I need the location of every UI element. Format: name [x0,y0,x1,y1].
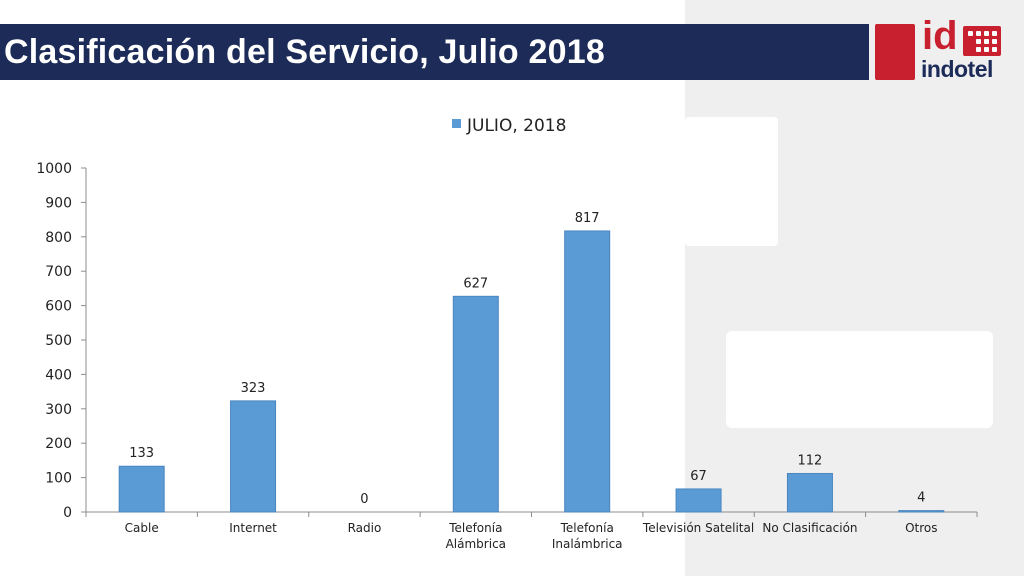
bar [564,230,611,513]
y-tick-label: 300 [45,402,72,418]
x-category-label: Cable [125,521,159,535]
legend-label: JULIO, 2018 [466,116,566,136]
data-label: 67 [690,469,707,484]
y-tick-label: 800 [45,230,72,246]
data-label: 323 [241,381,266,396]
logo-mark: id [922,14,958,58]
y-tick-label: 0 [63,505,72,521]
x-category-label: No Clasificación [762,521,857,535]
background-panel [685,0,1024,576]
x-category-label: Otros [905,521,937,535]
bar [118,465,165,513]
y-tick-label: 600 [45,299,72,315]
x-category-label: Internet [229,521,277,535]
bar [786,472,833,513]
x-category-label: Alámbrica [446,537,506,551]
y-tick-label: 200 [45,436,72,452]
x-category-label: Inalámbrica [552,537,623,551]
y-tick-label: 500 [45,333,72,349]
bar [675,488,722,513]
logo-text: indotel [921,56,993,82]
data-label: 0 [360,492,368,507]
logo-keypad-icon [963,26,1001,56]
data-label: 133 [129,446,154,461]
y-tick-label: 900 [45,195,72,211]
bar [898,510,945,513]
data-label: 4 [917,491,925,506]
data-label: 817 [575,211,600,226]
y-tick-label: 100 [45,471,72,487]
y-tick-label: 400 [45,367,72,383]
logo-red-block [875,24,915,80]
background-card [685,117,778,246]
x-category-label: Telefonía [560,521,614,535]
title-bar: Clasificación del Servicio, Julio 2018 [0,24,869,80]
y-tick-label: 700 [45,264,72,280]
bar [452,295,499,513]
page-title: Clasificación del Servicio, Julio 2018 [4,32,605,71]
x-category-label: Radio [348,521,382,535]
data-label: 627 [463,276,488,291]
x-category-label: Telefonía [448,521,502,535]
bar [230,400,277,513]
x-category-label: Televisión Satelital [642,521,754,535]
y-tick-label: 1000 [36,161,72,177]
legend-swatch [452,119,461,128]
background-card [726,331,993,428]
data-label: 112 [798,453,823,468]
